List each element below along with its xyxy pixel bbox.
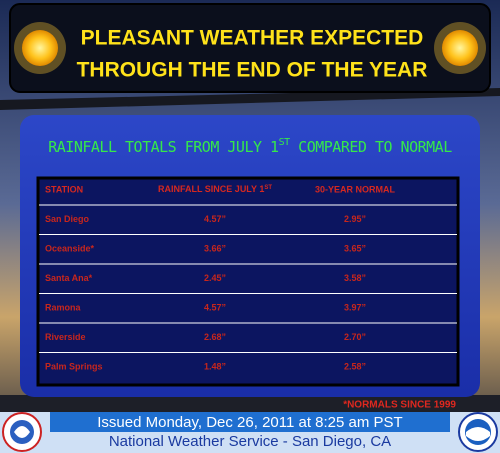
cell: Santa Ana* xyxy=(45,273,93,283)
office: National Weather Service - San Diego, CA xyxy=(109,433,391,450)
nws-logo xyxy=(2,412,42,452)
cell: 2.68” xyxy=(204,332,226,342)
cell: Oceanside* xyxy=(45,244,95,254)
sun-left xyxy=(14,22,66,74)
cell: 3.66” xyxy=(204,244,226,254)
column-header: 30-YEAR NORMAL xyxy=(315,184,396,194)
cell: 3.65” xyxy=(344,244,366,254)
cell: San Diego xyxy=(45,214,90,224)
table-body: STATION RAINFALL SINCE JULY 1ST 30-YEAR … xyxy=(39,184,457,372)
table-title: RAINFALL TOTALS FROM JULY 1ST COMPARED T… xyxy=(48,137,452,156)
column-header: RAINFALL SINCE JULY 1ST xyxy=(158,184,272,194)
cell: 2.70” xyxy=(344,332,366,342)
column-header-part: RAINFALL SINCE JULY 1 xyxy=(158,184,264,194)
cell: Riverside xyxy=(45,332,86,342)
table-title-part: COMPARED TO NORMAL xyxy=(290,138,453,156)
noaa-logo xyxy=(458,412,498,452)
footnote: *NORMALS SINCE 1999 xyxy=(343,400,456,411)
cell: 4.57” xyxy=(204,214,226,224)
title-line: THROUGH THE END OF THE YEAR xyxy=(77,59,428,82)
cell: 3.97” xyxy=(344,303,366,313)
cell: 3.58” xyxy=(344,273,366,283)
sun-right xyxy=(434,22,486,74)
cell: 2.95” xyxy=(344,214,366,224)
cell: 2.45” xyxy=(204,273,226,283)
cell: 1.48” xyxy=(204,362,226,372)
footer-band xyxy=(50,412,450,432)
column-header: STATION xyxy=(45,184,83,194)
title-box xyxy=(9,3,491,93)
bridge xyxy=(0,88,500,110)
title-line: PLEASANT WEATHER EXPECTED xyxy=(81,27,424,50)
column-header-sup: ST xyxy=(264,185,272,191)
table xyxy=(36,176,460,387)
shore xyxy=(0,395,500,415)
cell: 2.58” xyxy=(344,362,366,372)
cell: Ramona xyxy=(45,303,82,313)
cell: Palm Springs xyxy=(45,362,103,372)
cell: 4.57” xyxy=(204,303,226,313)
issued: Issued Monday, Dec 26, 2011 at 8:25 am P… xyxy=(97,414,402,431)
table-title-sup: ST xyxy=(279,137,291,148)
table-title-part: RAINFALL TOTALS FROM JULY 1 xyxy=(48,138,279,156)
